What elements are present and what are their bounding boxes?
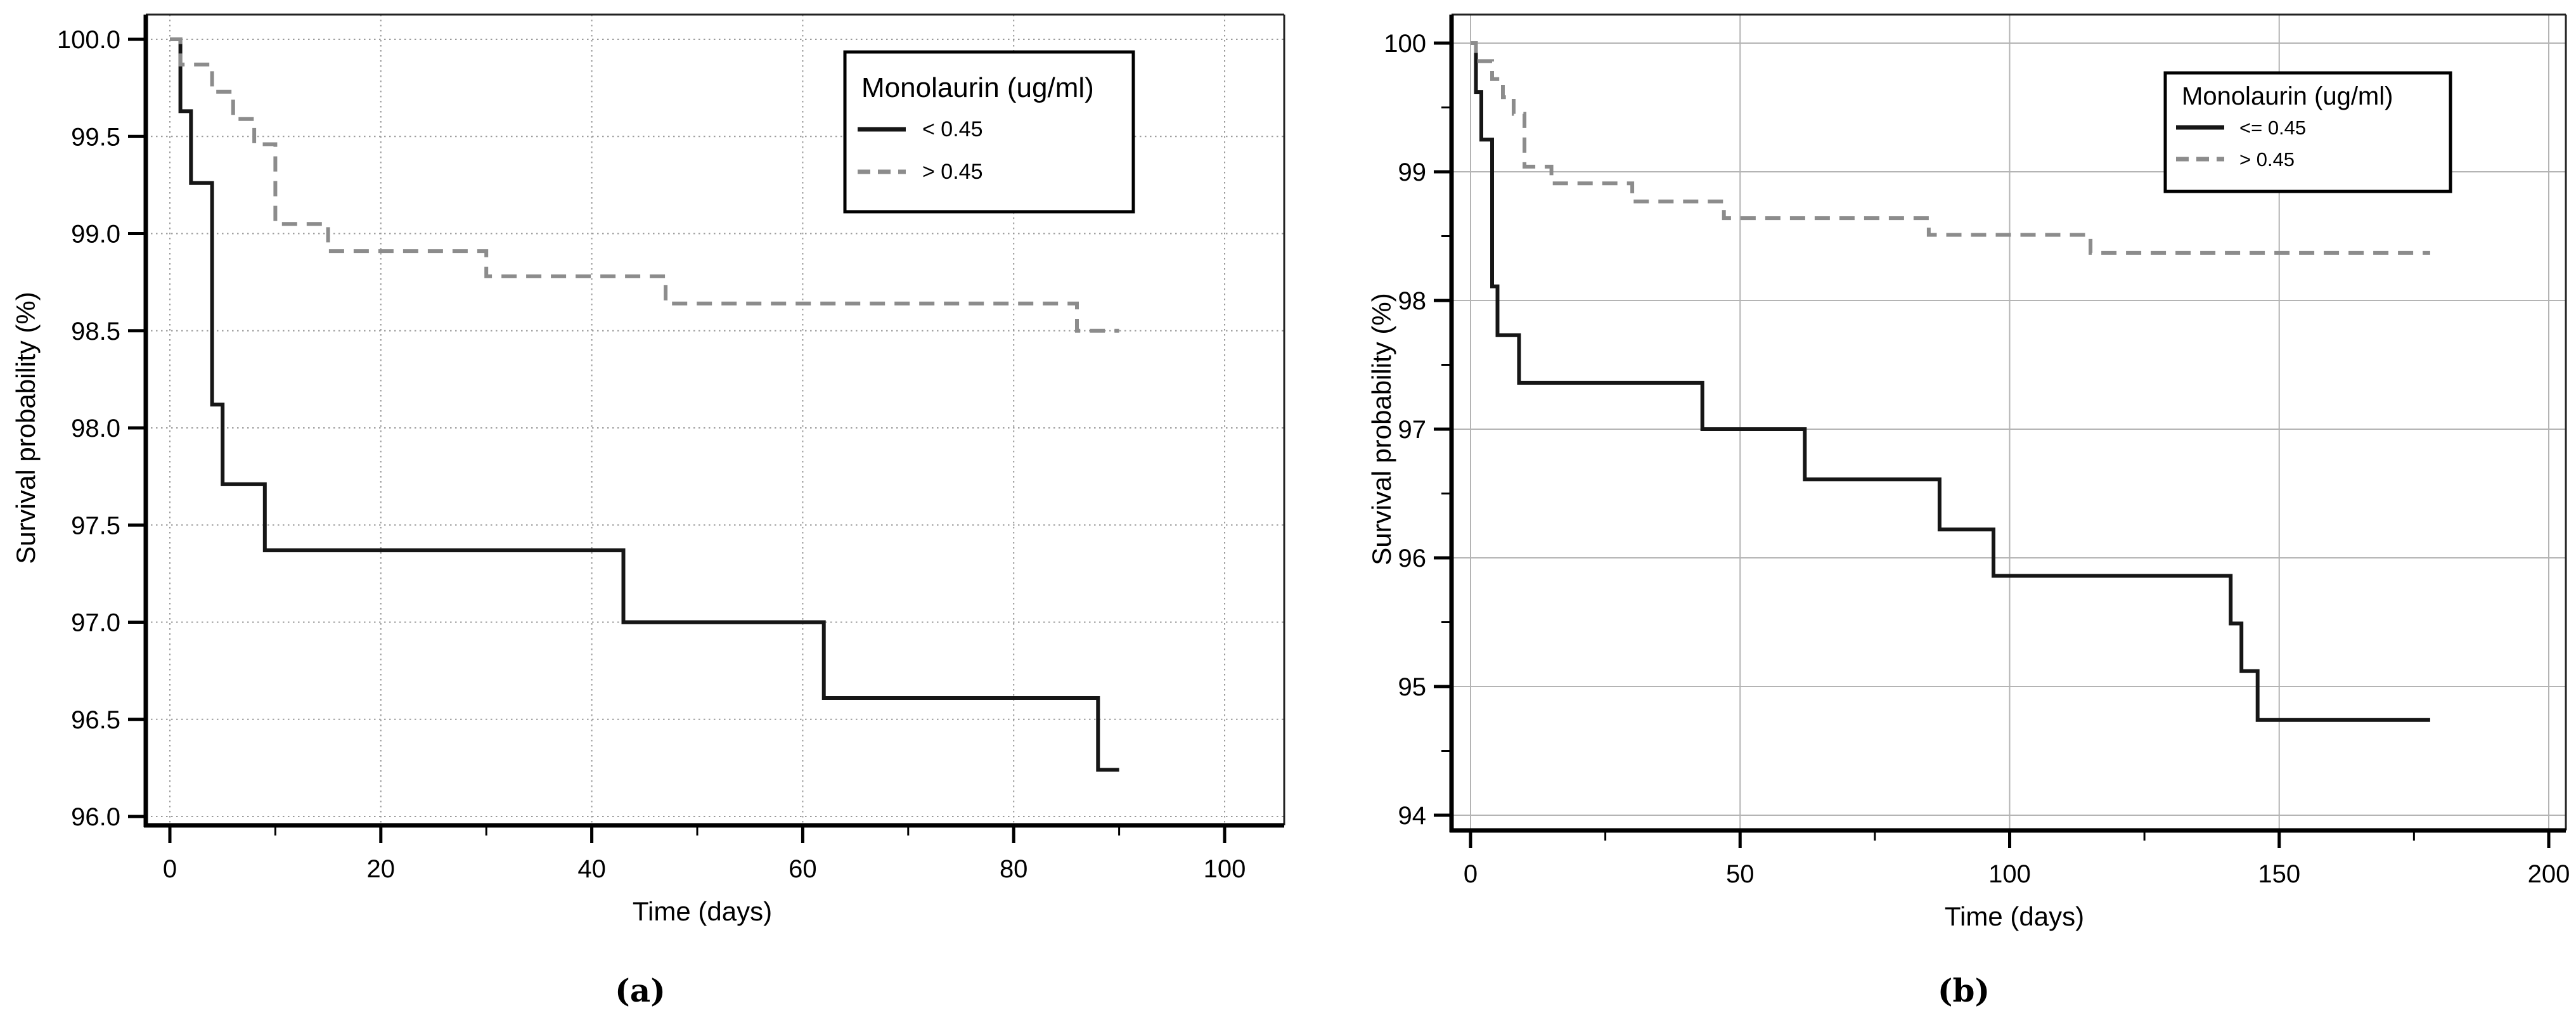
y-tick-label: 96.0: [71, 803, 120, 831]
x-tick-label: 60: [789, 855, 817, 883]
y-axis-label-a: Survival probability (%): [11, 292, 41, 564]
legend-title: Monolaurin (ug/ml): [2182, 82, 2393, 110]
km-curve-solid: [170, 37, 1119, 772]
y-tick-label: 100: [1384, 30, 1426, 58]
y-axis-label-b: Survival probability (%): [1367, 293, 1396, 565]
legend-box: [843, 50, 1135, 214]
legend: Monolaurin (ug/ml) < 0.45 > 0.45: [843, 50, 1135, 214]
y-tick-label: 96: [1398, 545, 1427, 572]
legend-entry-label: > 0.45: [922, 160, 982, 184]
x-axis-label-a: Time (days): [633, 896, 772, 926]
km-curve-dashed: [170, 37, 1119, 333]
legend-entry-label: < 0.45: [922, 117, 982, 141]
y-tick-label: 98: [1398, 287, 1427, 315]
km-chart-a: 100.0 99.5 99.0 98.5 98.0 97.5 97.0 96.5 96.0 0 20…: [11, 13, 1285, 1009]
legend: Monolaurin (ug/ml) <= 0.45 > 0.45: [2163, 71, 2452, 193]
y-tick-label: 99.0: [71, 221, 120, 248]
y-tick-label: 96.5: [71, 706, 120, 734]
plot-area-b: 100 99 98 97 96 95 94 0 50 100 150 200 Monolaurin (u…: [1384, 13, 2570, 888]
x-tick-label: 150: [2258, 860, 2300, 888]
legend-box: [2163, 71, 2452, 193]
x-tick-label: 40: [577, 855, 606, 883]
x-tick-label: 0: [1464, 860, 1478, 888]
caption-b: (b): [1938, 972, 1990, 1009]
y-tick-label: 97.0: [71, 609, 120, 637]
caption-a: (a): [615, 972, 666, 1009]
legend-entry-label: > 0.45: [2239, 148, 2295, 171]
x-tick-label: 200: [2528, 860, 2570, 888]
x-tick-label: 50: [1726, 860, 1755, 888]
x-tick-label: 100: [1988, 860, 2031, 888]
legend-title: Monolaurin (ug/ml): [861, 72, 1094, 103]
plot-area-a: 100.0 99.5 99.0 98.5 98.0 97.5 97.0 96.5 96.0 0 20…: [57, 13, 1285, 883]
y-tick-label: 95: [1398, 673, 1427, 701]
km-chart-b: 100 99 98 97 96 95 94 0 50 100 150 200 Monolaurin (u…: [1367, 13, 2570, 1009]
legend-entry-label: <= 0.45: [2239, 117, 2306, 139]
y-tick-label: 98.0: [71, 415, 120, 442]
x-tick-label: 0: [163, 855, 177, 883]
x-tick-label: 100: [1204, 855, 1246, 883]
y-tick-label: 99: [1398, 158, 1427, 186]
km-curve-solid: [1471, 41, 2430, 722]
y-tick-label: 94: [1398, 802, 1427, 830]
y-tick-label: 99.5: [71, 123, 120, 151]
x-axis-label-b: Time (days): [1945, 901, 2084, 931]
x-tick-label: 80: [1000, 855, 1028, 883]
y-tick-label: 97.5: [71, 512, 120, 539]
y-tick-label: 98.5: [71, 318, 120, 345]
y-tick-label: 100.0: [57, 26, 120, 54]
gridlines: [1452, 15, 2566, 830]
y-tick-label: 97: [1398, 416, 1427, 444]
x-tick-label: 20: [367, 855, 396, 883]
